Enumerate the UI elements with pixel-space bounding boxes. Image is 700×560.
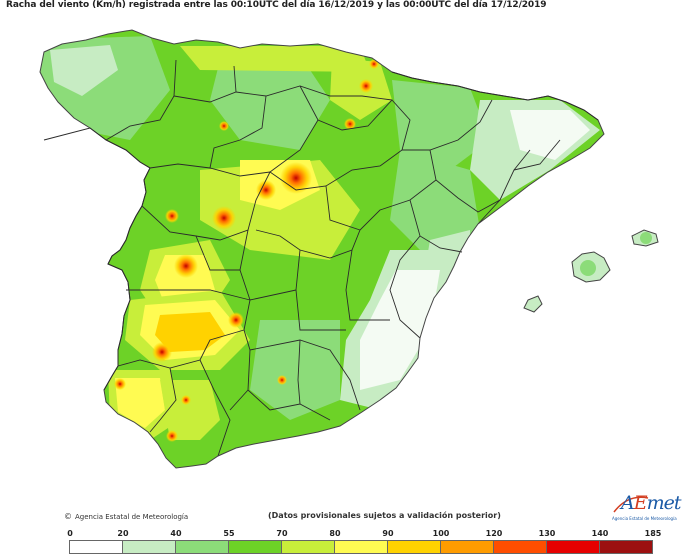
legend-tick-label: 140 [591, 529, 609, 538]
legend-tick-label: 90 [382, 529, 394, 538]
legend-swatch [493, 540, 547, 554]
legend-tick-label: 70 [276, 529, 288, 538]
legend-tick-label: 20 [117, 529, 129, 538]
legend-tick-label: 80 [329, 529, 341, 538]
provisional-note: (Datos provisionales sujetos a validació… [268, 511, 501, 520]
legend-ticks: 0 20 40 55 70 80 90 100 120 130 140 185 [0, 529, 700, 541]
legend-tick-label: 100 [432, 529, 450, 538]
legend-tick-label: 120 [485, 529, 503, 538]
aemet-logo-subtitle: Agencia Estatal de Meteorología [612, 516, 677, 521]
map-title: Racha del viento (Km/h) registrada entre… [6, 0, 547, 10]
legend-swatch [599, 540, 653, 554]
legend-tick-label: 185 [644, 529, 662, 538]
copyright-icon: © [64, 512, 72, 521]
legend-swatch [69, 540, 123, 554]
province-borders [105, 59, 561, 457]
legend-swatch [546, 540, 600, 554]
color-legend [69, 540, 653, 554]
legend-swatch [228, 540, 282, 554]
aemet-logo-text: AEmet [621, 492, 682, 514]
aemet-logo-swoosh-icon [613, 496, 649, 513]
legend-tick-label: 0 [67, 529, 73, 538]
legend-tick-label: 40 [170, 529, 182, 538]
credit: © Agencia Estatal de Meteorología [64, 512, 188, 521]
legend-swatch [387, 540, 441, 554]
legend-tick-label: 55 [223, 529, 235, 538]
legend-tick-label: 130 [538, 529, 556, 538]
legend-swatch [281, 540, 335, 554]
portugal-border [43, 127, 151, 391]
portugal-area [44, 128, 150, 392]
legend-swatch [334, 540, 388, 554]
legend-swatch [175, 540, 229, 554]
credit-text: Agencia Estatal de Meteorología [75, 512, 189, 521]
legend-swatch [440, 540, 494, 554]
france-border [391, 71, 599, 121]
legend-swatch [122, 540, 176, 554]
balearic-islands [524, 230, 658, 312]
